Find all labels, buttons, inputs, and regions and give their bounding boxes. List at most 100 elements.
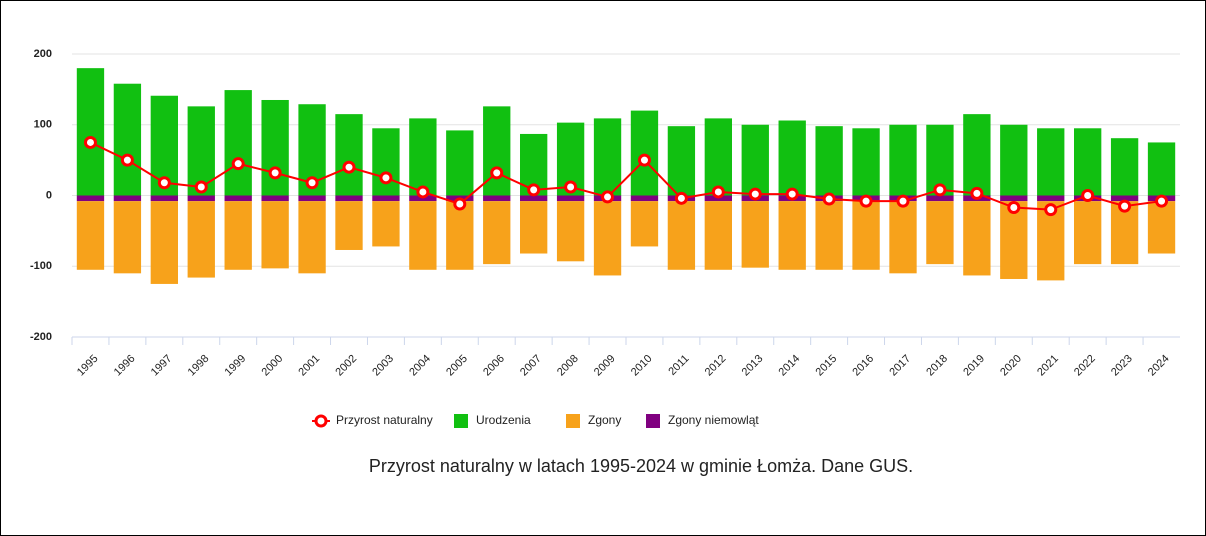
bar (483, 195, 511, 202)
legend-marker (314, 414, 328, 428)
line-marker (711, 185, 725, 199)
bar (113, 83, 142, 196)
bar (520, 201, 548, 254)
bar (1110, 138, 1139, 196)
bar (113, 201, 142, 274)
bar (483, 201, 511, 265)
bar (150, 195, 178, 202)
line-marker (268, 166, 282, 180)
bar (741, 124, 769, 196)
bar (261, 201, 289, 269)
bar (1037, 128, 1065, 196)
line-marker (416, 185, 430, 199)
bar (409, 118, 437, 196)
bar (815, 201, 843, 270)
line-marker (83, 135, 97, 149)
y-tick-label: 100 (34, 119, 52, 131)
bar (372, 201, 400, 247)
line-marker (305, 176, 319, 190)
bar (667, 126, 696, 196)
line-marker (1118, 199, 1132, 213)
bar (261, 99, 289, 196)
line-marker (822, 192, 836, 206)
bar (630, 195, 659, 202)
bar (889, 201, 917, 274)
bar (1000, 201, 1028, 279)
bar (224, 90, 252, 196)
bar (446, 201, 474, 270)
bar (741, 201, 769, 268)
bar (963, 201, 991, 276)
line-marker (564, 180, 578, 194)
bar (372, 128, 400, 196)
bar (1000, 124, 1028, 196)
bar (298, 195, 326, 202)
line-marker (748, 187, 762, 201)
bar (630, 110, 659, 196)
line-marker (896, 194, 910, 208)
line-marker (601, 190, 615, 204)
bar (704, 201, 732, 270)
bar (889, 124, 917, 196)
bar (335, 114, 363, 196)
bar (926, 201, 954, 265)
bar (593, 118, 622, 196)
bar (852, 128, 880, 196)
line-marker (490, 166, 504, 180)
line-marker (1007, 201, 1021, 215)
bar (261, 195, 289, 202)
bar (926, 195, 954, 202)
bar (852, 201, 880, 270)
line-marker (785, 187, 799, 201)
bar (1147, 142, 1176, 196)
legend-swatch (566, 414, 580, 428)
bar (1000, 195, 1028, 202)
y-tick-label: 0 (46, 189, 52, 201)
bar (298, 201, 326, 274)
bar (667, 201, 696, 270)
bar (335, 195, 363, 202)
bar (187, 201, 215, 278)
line-marker (859, 194, 873, 208)
line-marker (674, 191, 688, 205)
y-tick-label: -200 (30, 331, 52, 343)
line-marker (1081, 189, 1095, 202)
bar (1037, 195, 1065, 202)
bar (593, 201, 622, 276)
line-marker (637, 153, 651, 167)
bar (76, 195, 105, 202)
line-marker (231, 157, 245, 171)
bar (556, 195, 585, 202)
legend-swatch (454, 414, 468, 428)
y-tick-label: -100 (30, 260, 52, 272)
bar (778, 120, 806, 196)
bar (963, 114, 991, 196)
bar (224, 195, 252, 202)
bar (446, 130, 474, 196)
line-marker (527, 183, 541, 197)
chart-caption: Przyrost naturalny w latach 1995-2024 w … (369, 456, 913, 476)
line-marker (379, 171, 393, 185)
line-marker (194, 180, 208, 194)
bar (409, 201, 437, 270)
bar (778, 201, 806, 270)
bar (1074, 201, 1102, 265)
y-tick-label: 200 (34, 48, 52, 60)
bar (150, 201, 178, 284)
bar (224, 201, 252, 270)
bar (556, 201, 585, 262)
bar (372, 195, 400, 202)
legend-label: Urodzenia (476, 413, 531, 427)
bar (187, 195, 215, 202)
legend-label: Przyrost naturalny (336, 413, 433, 427)
line-marker (970, 186, 984, 200)
legend-label: Zgony niemowląt (668, 413, 759, 427)
bar (520, 195, 548, 202)
legend-label: Zgony (588, 413, 621, 427)
bar (335, 201, 363, 250)
line-marker (1155, 194, 1169, 208)
bar (1110, 195, 1139, 202)
legend-swatch (646, 414, 660, 428)
bar (815, 126, 843, 196)
bar (76, 201, 105, 270)
